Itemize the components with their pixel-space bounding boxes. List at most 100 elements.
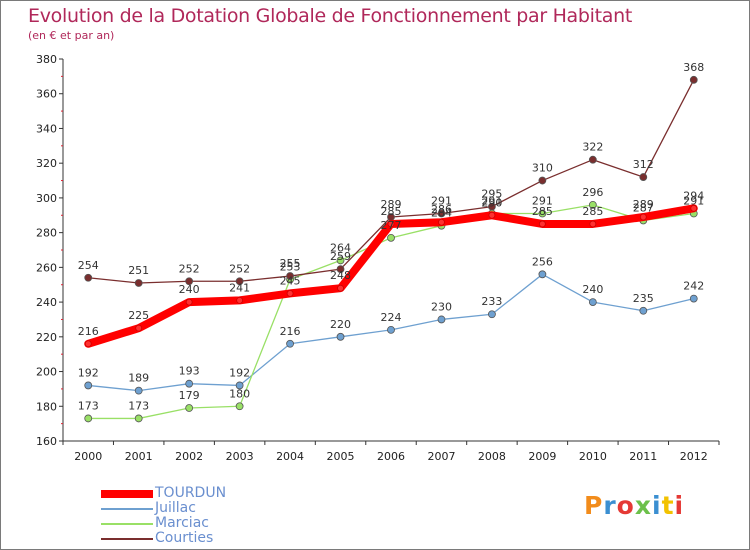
data-label-courties: 254: [78, 259, 99, 272]
data-point-courties: [588, 155, 597, 164]
legend-swatch-courties: [101, 537, 153, 540]
data-label-marciac: 277: [381, 219, 402, 232]
data-point-tourdun: [690, 204, 698, 212]
x-tick-label: 2012: [680, 450, 708, 463]
data-point-juillac: [185, 379, 194, 388]
x-tick-label: 2004: [276, 450, 304, 463]
data-label-tourdun: 289: [633, 198, 654, 211]
data-label-courties: 251: [128, 264, 149, 277]
data-label-juillac: 240: [582, 283, 603, 296]
data-label-marciac: 179: [179, 389, 200, 402]
data-label-marciac: 296: [582, 186, 603, 199]
data-point-tourdun: [488, 211, 496, 219]
x-tick-label: 2003: [226, 450, 254, 463]
data-label-marciac: 291: [683, 195, 704, 208]
data-point-marciac: [235, 402, 244, 411]
data-label-juillac: 230: [431, 300, 452, 313]
data-label-courties: 255: [280, 257, 301, 270]
chart-title: Evolution de la Dotation Globale de Fonc…: [28, 5, 633, 27]
series-layer: [84, 75, 698, 423]
data-point-juillac: [286, 339, 294, 348]
data-label-marciac: 291: [532, 195, 553, 208]
data-point-juillac: [437, 315, 446, 324]
series-line-courties: [87, 79, 695, 284]
legend-swatch-marciac: [101, 522, 153, 525]
data-label-tourdun: 285: [582, 205, 603, 218]
data-label-marciac: 291: [481, 195, 502, 208]
data-label-tourdun: 216: [78, 325, 99, 338]
data-label-marciac: 253: [280, 261, 301, 274]
data-point-tourdun: [185, 298, 193, 306]
data-label-tourdun: 285: [381, 205, 402, 218]
data-point-courties: [488, 202, 496, 211]
logo-letter: t: [661, 491, 675, 520]
data-label-juillac: 235: [633, 292, 654, 305]
data-point-courties: [84, 273, 93, 282]
data-label-juillac: 256: [532, 255, 553, 268]
data-label-juillac: 216: [280, 325, 301, 338]
y-tick-label: 300: [36, 192, 57, 205]
data-point-juillac: [689, 294, 698, 303]
data-point-marciac: [538, 209, 547, 218]
legend-swatch-juillac: [101, 507, 153, 510]
data-point-tourdun: [387, 220, 395, 228]
data-label-juillac: 193: [179, 365, 200, 378]
x-tick-label: 2000: [74, 450, 102, 463]
data-point-tourdun: [639, 213, 647, 221]
logo-letter: P: [584, 491, 604, 520]
data-point-courties: [185, 277, 194, 286]
data-point-juillac: [84, 381, 93, 390]
data-label-juillac: 233: [481, 295, 502, 308]
legend-label-courties: Courties: [155, 530, 214, 546]
data-point-juillac: [639, 306, 648, 315]
y-tick-label: 220: [36, 331, 57, 344]
data-point-courties: [286, 272, 294, 280]
data-point-tourdun: [286, 290, 294, 297]
data-point-courties: [336, 265, 345, 274]
logo-letter: i: [652, 491, 662, 520]
data-label-tourdun: 240: [179, 283, 200, 296]
data-label-juillac: 220: [330, 318, 351, 331]
legend-item-juillac: Juillac: [101, 501, 226, 516]
data-label-courties: 252: [229, 262, 250, 275]
data-label-courties: 295: [481, 188, 502, 201]
x-tick-label: 2008: [478, 450, 506, 463]
data-label-tourdun: 225: [128, 309, 149, 322]
data-label-juillac: 242: [683, 280, 704, 293]
data-label-courties: 322: [582, 141, 603, 154]
legend-item-courties: Courties: [101, 531, 226, 546]
data-point-tourdun: [236, 296, 244, 304]
data-label-marciac: 173: [78, 399, 99, 412]
data-point-courties: [235, 277, 244, 286]
legend-label-juillac: Juillac: [155, 500, 196, 516]
x-tick-label: 2002: [175, 450, 203, 463]
logo-letter: i: [674, 491, 685, 520]
data-point-courties: [437, 209, 446, 218]
data-point-marciac: [134, 414, 143, 423]
x-tick-label: 2005: [327, 450, 355, 463]
data-label-courties: 252: [179, 262, 200, 275]
data-point-courties: [639, 173, 648, 181]
data-point-juillac: [488, 310, 496, 319]
data-label-courties: 259: [330, 250, 351, 263]
data-label-tourdun: 290: [481, 196, 502, 209]
logo-letter: r: [603, 491, 617, 520]
data-point-juillac: [134, 386, 143, 395]
data-label-marciac: 284: [431, 207, 452, 220]
data-point-marciac: [84, 414, 93, 423]
x-tick-label: 2009: [528, 450, 556, 463]
data-labels: 192 189 193 192 216 220 224 230 233 256 240 235 242 1…: [78, 61, 705, 413]
legend-item-marciac: Marciac: [101, 516, 226, 531]
data-label-marciac: 264: [330, 241, 351, 254]
y-tick-label: 260: [36, 261, 57, 274]
legend-item-tourdun: TOURDUN: [101, 486, 226, 501]
y-tick-label: 240: [36, 296, 57, 309]
y-tick-label: 340: [36, 122, 57, 135]
y-tick-label: 160: [36, 435, 57, 448]
data-point-tourdun: [538, 220, 546, 228]
legend-label-marciac: Marciac: [155, 515, 209, 531]
data-point-juillac: [336, 332, 345, 341]
data-point-juillac: [588, 298, 597, 306]
